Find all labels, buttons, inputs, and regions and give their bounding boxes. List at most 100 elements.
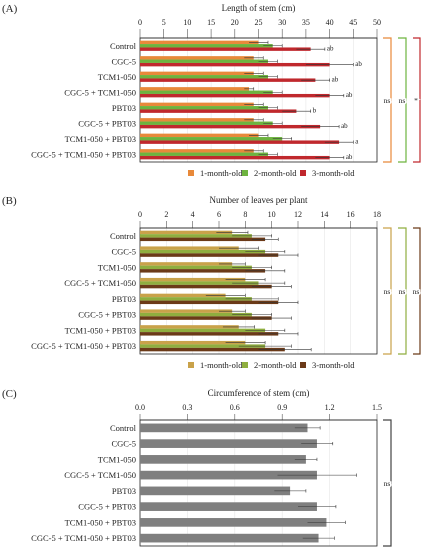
panel2-bar [140, 470, 317, 480]
panel0-bar [140, 40, 259, 45]
panel0-bar [140, 124, 321, 129]
panel1-bar [140, 300, 279, 305]
panel0-category-label: TCM1-050 + PBT03 [65, 134, 136, 144]
panel1-bar [140, 269, 266, 273]
panel0-tick-label: 40 [326, 18, 334, 27]
panel2-category-label: CGC-5 [111, 439, 136, 449]
panel0-category-label: PBT03 [112, 103, 136, 113]
panel0-tick-label: 30 [278, 18, 286, 27]
panel0-tick-label: 15 [207, 18, 215, 27]
panel2-bar [140, 533, 319, 543]
panel2-bar [140, 518, 327, 527]
panel1-bar [140, 281, 259, 285]
panel0-significance-letter: ab [346, 153, 353, 161]
panel2-label: (C) [2, 388, 17, 400]
panel2-bar [140, 423, 308, 433]
panel0-bar [140, 152, 268, 156]
panel0-significance-letter: ab [332, 75, 339, 83]
panel1-bar [140, 230, 233, 235]
panel1-bar [140, 277, 246, 282]
panel0-bar [140, 44, 273, 48]
panel0-legend-swatch [300, 170, 306, 176]
panel0-bar [140, 155, 330, 160]
panel0-legend-swatch [188, 170, 194, 176]
panel0-category-label: CGC-5 + PBT03 [78, 118, 136, 128]
panel1-tick-label: 4 [191, 210, 195, 219]
panel1-tick-label: 10 [268, 210, 276, 219]
panel2-tick-label: 0.0 [135, 403, 145, 412]
panel0-bar [140, 93, 330, 98]
panel1-bar [140, 328, 266, 333]
panel1-tick-label: 2 [164, 210, 168, 219]
panel1-bar [140, 316, 272, 320]
panel0-legend-swatch [242, 170, 248, 176]
panel1-tick-label: 0 [138, 210, 142, 219]
panel0-bar [140, 149, 254, 153]
panel0-bar [140, 109, 297, 113]
panel0-label: (A) [2, 3, 18, 15]
panel1-bar [140, 312, 252, 317]
panel2-tick-label: 1.5 [372, 403, 382, 412]
panel0-tick-label: 20 [231, 18, 239, 27]
panel1-tick-label: 12 [294, 210, 302, 219]
panel0-bar [140, 87, 250, 91]
panel0-bracket [383, 37, 392, 163]
panel1-bar [140, 309, 233, 313]
panel2-tick-label: 0.6 [230, 403, 240, 412]
panel1-bar [140, 347, 285, 352]
panel2-tick-label: 0.9 [277, 403, 287, 412]
panel2-category-label: CGC-5 + TCM1-050 + PBT03 [31, 533, 136, 543]
panel0-bar [140, 56, 254, 60]
panel1-legend-label: 2-month-old [254, 360, 297, 370]
panel0-category-label: CGC-5 + TCM1-050 + PBT03 [31, 149, 136, 159]
panel2-title: Circumference of stem (cm) [208, 388, 310, 398]
panel0-significance-letter: a [355, 137, 359, 145]
panel1-bar [140, 344, 266, 348]
panel1-legend-swatch [242, 362, 248, 368]
panel0-bar [140, 121, 273, 125]
panel1-bar [140, 284, 272, 289]
panel0-tick-label: 0 [138, 18, 142, 27]
panel1-category-label: TCM1-050 + PBT03 [65, 325, 136, 335]
panel1-category-label: TCM1-050 [98, 262, 136, 272]
panel2-plot-frame [139, 419, 378, 547]
panel1-legend-swatch [188, 362, 194, 368]
panel2-category-label: PBT03 [112, 486, 136, 496]
panel0-legend-label: 3-month-old [312, 168, 355, 178]
panel1-bar [140, 297, 252, 301]
panel1-plot-frame [139, 227, 378, 355]
panel1-bar [140, 234, 252, 238]
panel1-bar [140, 265, 252, 270]
panel1-category-label: CGC-5 + TCM1-050 + PBT03 [31, 341, 136, 351]
panel1-category-label: PBT03 [112, 294, 136, 304]
panel1-bracket [398, 227, 407, 355]
panel0-category-label: Control [110, 41, 137, 51]
panel1-bar [140, 340, 246, 345]
panel0-bar [140, 140, 340, 144]
panel0-significance-letter: ab [341, 122, 348, 130]
panel1-bracket [413, 227, 421, 355]
panel1-legend-swatch [300, 362, 306, 368]
panel0-significance-letter: b [313, 106, 317, 114]
panel0-bar [140, 90, 273, 94]
panel0-plot-frame [139, 37, 378, 163]
panel1-bar [140, 332, 279, 336]
panel0-category-label: TCM1-050 [98, 72, 136, 82]
panel0-tick-label: 50 [373, 18, 381, 27]
panel1-category-label: CGC-5 + TCM1-050 [64, 278, 136, 288]
panel1-bar [140, 253, 279, 257]
panel0-bar [140, 71, 254, 76]
panel0-category-label: CGC-5 + TCM1-050 [64, 87, 136, 97]
panel1-bracket-label: ns [413, 287, 420, 296]
panel0-tick-label: 5 [162, 18, 166, 27]
panel1-label: (B) [2, 195, 17, 207]
panel1-bar [140, 246, 239, 250]
panel0-tick-label: 10 [183, 18, 191, 27]
panel0-bar [140, 75, 268, 79]
panel1-bar [140, 237, 266, 242]
panel0-bar [140, 59, 268, 63]
panel0-category-label: CGC-5 [111, 56, 136, 66]
panel0-bracket-label: * [414, 96, 418, 105]
panel0-bar [140, 78, 316, 82]
panel0-title: Length of stem (cm) [222, 3, 296, 13]
